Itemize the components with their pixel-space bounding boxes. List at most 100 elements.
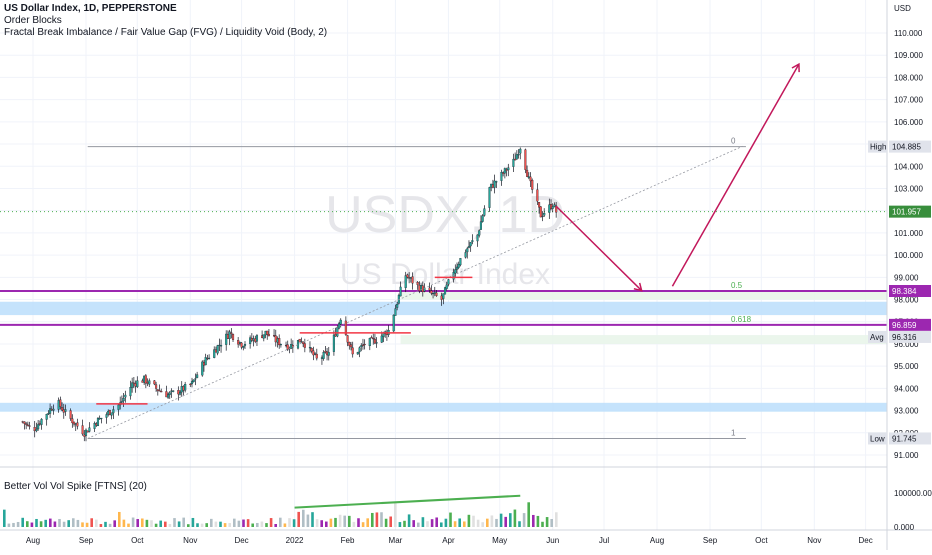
price-badge-text: 91.745 (892, 434, 917, 443)
volume-bar (453, 521, 457, 527)
candle-body (52, 408, 55, 411)
volume-bar (541, 521, 544, 527)
candle-body (249, 337, 252, 344)
candle-body (231, 334, 235, 340)
volume-bar (154, 523, 158, 527)
x-tick-label: Mar (389, 536, 403, 545)
candles (21, 147, 558, 442)
candle-body (100, 417, 103, 419)
x-tick-label: Jul (599, 536, 609, 545)
y-tick-label: 98.000 (894, 296, 919, 305)
candle-body (536, 189, 539, 202)
volume-bar (265, 523, 268, 527)
fib-label: 1 (731, 428, 736, 437)
volume-bar (444, 518, 448, 527)
candle-body (512, 158, 515, 167)
candle-body (375, 342, 378, 344)
candle-body (96, 418, 100, 427)
candle-body (406, 274, 409, 278)
volume-bar (490, 515, 494, 527)
volume-bar (486, 518, 489, 527)
volume-bar (233, 518, 236, 527)
y-tick-label: 94.000 (894, 384, 919, 393)
x-tick-label: Sep (79, 536, 94, 545)
volume-indicator-title[interactable]: Better Vol Vol Spike [FTNS] (20) (4, 481, 147, 492)
volume-bar (7, 523, 11, 527)
price-badge-text: 96.316 (892, 333, 917, 342)
candle-body (459, 258, 462, 266)
candle-body (158, 390, 161, 392)
y-tick-label: 101.000 (894, 229, 923, 238)
volume-bar (67, 520, 70, 527)
candle-body (493, 180, 496, 188)
candle-body (184, 383, 187, 391)
price-badge (889, 318, 931, 331)
volume-bar (223, 523, 227, 527)
volume-bar (476, 519, 480, 527)
candle-body (491, 184, 494, 188)
candle-body (167, 394, 170, 398)
candle-body (220, 344, 223, 347)
candle-body (273, 335, 276, 337)
volume-bar (136, 519, 139, 527)
candle-body (172, 390, 175, 392)
volume-bar (288, 518, 291, 527)
y-tick-label: 96.000 (894, 340, 919, 349)
candle-body (267, 333, 270, 337)
level-name-badge (868, 432, 887, 445)
y-tick-label: 106.000 (894, 118, 923, 127)
candle-body (168, 392, 171, 395)
candle-body (442, 293, 445, 299)
x-tick-label: Oct (131, 536, 144, 545)
candle-body (411, 276, 414, 284)
candle-body (553, 204, 556, 207)
candle-body (108, 410, 111, 415)
indicator-fvg[interactable]: Fractal Break Imbalance / Fair Value Gap… (4, 27, 328, 38)
y-tick-label: 93.000 (894, 407, 919, 416)
candle-body (555, 205, 558, 213)
volume-bar (398, 522, 402, 527)
volume-bar (550, 519, 553, 527)
candle-body (35, 428, 38, 432)
candle-body (49, 408, 52, 414)
candle-body (160, 391, 163, 393)
candle-body (356, 352, 359, 355)
candle-body (308, 346, 312, 349)
indicator-order-blocks[interactable]: Order Blocks (4, 15, 62, 26)
current-price-badge (889, 205, 931, 218)
candle-body (324, 350, 327, 353)
y-tick-label: 109.000 (894, 51, 923, 60)
y-tick-label: 99.000 (894, 273, 919, 282)
volume-bar (394, 501, 397, 527)
x-tick-label: Apr (442, 536, 455, 545)
candle-body (64, 409, 67, 412)
candle-body (69, 410, 72, 419)
candle-body (440, 295, 443, 300)
volume-bar (81, 522, 84, 527)
level-name-badge (868, 140, 887, 153)
volume-bar (458, 518, 461, 527)
volume-bar (325, 521, 328, 527)
candle-body (242, 346, 245, 348)
volume-bar (536, 515, 540, 527)
candle-body (529, 176, 532, 182)
candle-body (194, 378, 197, 380)
chart-title: US Dollar Index, 1D, PEPPERSTONE (4, 3, 177, 14)
volume-bar (412, 520, 415, 527)
candle-body (370, 337, 373, 339)
x-tick-label: Nov (183, 536, 197, 545)
candle-body (226, 334, 229, 339)
price-badge (889, 432, 931, 445)
volume-bar (99, 524, 103, 527)
candle-body (467, 246, 471, 248)
volume-bar (320, 520, 323, 527)
price-badge-text: 96.859 (892, 321, 917, 330)
volume-bar (127, 523, 130, 527)
volume-bar (187, 524, 190, 527)
candle-body (254, 338, 257, 342)
volume-bar (467, 514, 471, 527)
candle-body (129, 387, 132, 397)
volume-bar (430, 519, 434, 527)
candle-body (524, 149, 527, 170)
